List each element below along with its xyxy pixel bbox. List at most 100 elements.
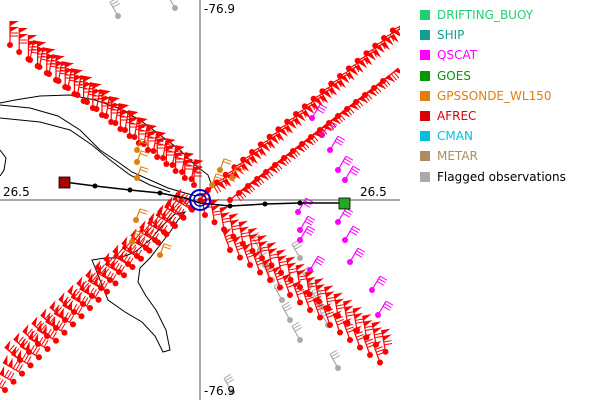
axis-label-right: 26.5	[360, 185, 387, 199]
wind-barb-icon	[229, 166, 244, 181]
wind-barb-icon	[335, 207, 354, 225]
wind-barb-icon	[209, 173, 224, 188]
wind-barb-icon	[276, 249, 288, 276]
wind-barb-icon	[188, 159, 204, 182]
wind-barb-icon	[352, 325, 365, 351]
wind-barb-icon	[232, 235, 245, 261]
wind-barb-icon	[169, 0, 178, 11]
wind-barb-icon	[343, 299, 355, 326]
wind-barb-icon	[362, 333, 375, 358]
wind-barb-icon	[217, 158, 232, 173]
storm-track-line	[63, 181, 344, 207]
legend-swatch	[420, 10, 430, 21]
observation-map[interactable]: -76.9 -76.9 26.5 26.5	[0, 0, 400, 400]
wind-barb-icon	[134, 138, 149, 153]
wind-barb-icon	[0, 377, 8, 393]
wind-barb-icon	[329, 349, 341, 371]
legend-item-drifting-buoy[interactable]: DRIFTING_BUOY	[420, 5, 598, 25]
axis-label-top: -76.9	[204, 2, 235, 16]
wind-barb-icon	[131, 117, 147, 140]
legend-item-flagged[interactable]: Flagged observations	[420, 167, 598, 187]
wind-barb-icon	[148, 212, 167, 235]
wind-barb-icon	[46, 54, 62, 77]
afrec-observations-layer	[0, 21, 400, 393]
wind-barb-icon	[372, 340, 385, 366]
wind-barb-icon	[262, 258, 275, 283]
track-point	[262, 201, 268, 207]
wind-barb-icon	[67, 284, 86, 307]
wind-barb-icon	[40, 308, 59, 331]
wind-barb-icon	[297, 215, 316, 233]
legend-item-goes[interactable]: GOES	[420, 66, 598, 86]
wind-barb-icon	[36, 47, 52, 70]
coastline-island-north-inner	[0, 117, 171, 193]
legend-item-cman[interactable]: CMAN	[420, 126, 598, 146]
coastline-island-south	[91, 211, 187, 353]
wind-barb-icon	[133, 208, 148, 223]
wind-barb-icon	[291, 321, 303, 343]
wind-barb-icon	[85, 268, 104, 291]
wind-barb-icon	[112, 244, 131, 267]
legend-label: METAR	[437, 149, 478, 164]
wind-barb-icon	[7, 21, 19, 48]
legend-item-metar[interactable]: METAR	[420, 146, 598, 166]
storm-track	[58, 176, 351, 210]
wind-barb-icon	[302, 288, 315, 313]
wind-barb-icon	[223, 373, 235, 395]
wind-barb-icon	[169, 145, 185, 168]
wind-barb-icon	[49, 300, 68, 323]
wind-barb-icon	[242, 243, 255, 268]
storm-center-circle-icon[interactable]	[189, 189, 211, 211]
wind-barb-icon	[58, 292, 77, 315]
qscat-observations-layer	[295, 103, 394, 318]
wind-barb-icon	[129, 230, 144, 245]
wind-barb-icon	[369, 275, 388, 293]
legend-label: CMAN	[437, 129, 473, 144]
wind-barb-icon	[179, 152, 195, 175]
coastline-west-edge	[0, 149, 7, 177]
wind-barb-icon	[112, 103, 128, 126]
wind-barb-icon	[389, 25, 400, 34]
wind-barb-icon	[342, 165, 361, 183]
wind-barb-icon	[13, 332, 32, 355]
legend-swatch	[420, 30, 430, 41]
gpssonde-observations-layer	[129, 138, 244, 258]
legend-item-afrec[interactable]: AFREC	[420, 106, 598, 126]
wind-barb-icon	[139, 220, 158, 243]
legend-item-gpssonde[interactable]: GPSSONDE_WL150	[420, 86, 598, 106]
wind-barb-icon	[324, 285, 336, 312]
wind-barb-icon	[375, 300, 394, 318]
wind-barb-icon	[4, 340, 23, 363]
axis-label-left: 26.5	[3, 185, 30, 199]
wind-barb-icon	[332, 310, 345, 336]
axis-label-bottom: -76.9	[204, 384, 235, 398]
wind-barb-icon	[109, 0, 121, 19]
legend-label: QSCAT	[437, 48, 478, 63]
wind-barb-icon	[2, 354, 25, 377]
wind-barb-icon	[27, 40, 43, 63]
legend-label: SHIP	[437, 28, 465, 43]
wind-barb-icon	[160, 138, 176, 161]
legend-item-ship[interactable]: SHIP	[420, 25, 598, 45]
wind-barb-icon	[22, 324, 41, 347]
wind-barb-icon	[342, 225, 361, 243]
wind-barb-icon	[309, 103, 328, 121]
wind-barb-icon	[307, 255, 326, 273]
track-point	[227, 203, 233, 209]
wind-barb-icon	[0, 366, 17, 385]
legend-label: DRIFTING_BUOY	[437, 8, 534, 23]
wind-barb-icon	[295, 197, 314, 215]
legend-swatch	[420, 111, 430, 122]
wind-barb-icon	[380, 67, 400, 84]
legend-swatch	[420, 151, 430, 162]
legend-item-qscat[interactable]: QSCAT	[420, 45, 598, 65]
track-end-square-marker-icon	[338, 197, 351, 210]
wind-barb-icon	[157, 243, 172, 258]
wind-barb-icon	[292, 280, 305, 306]
legend-swatch	[420, 131, 430, 142]
wind-barb-icon	[335, 155, 354, 173]
wind-barb-icon	[93, 89, 109, 112]
wind-barb-icon	[103, 252, 122, 275]
wind-barb-icon	[150, 131, 166, 154]
wind-barb-icon	[76, 276, 95, 299]
